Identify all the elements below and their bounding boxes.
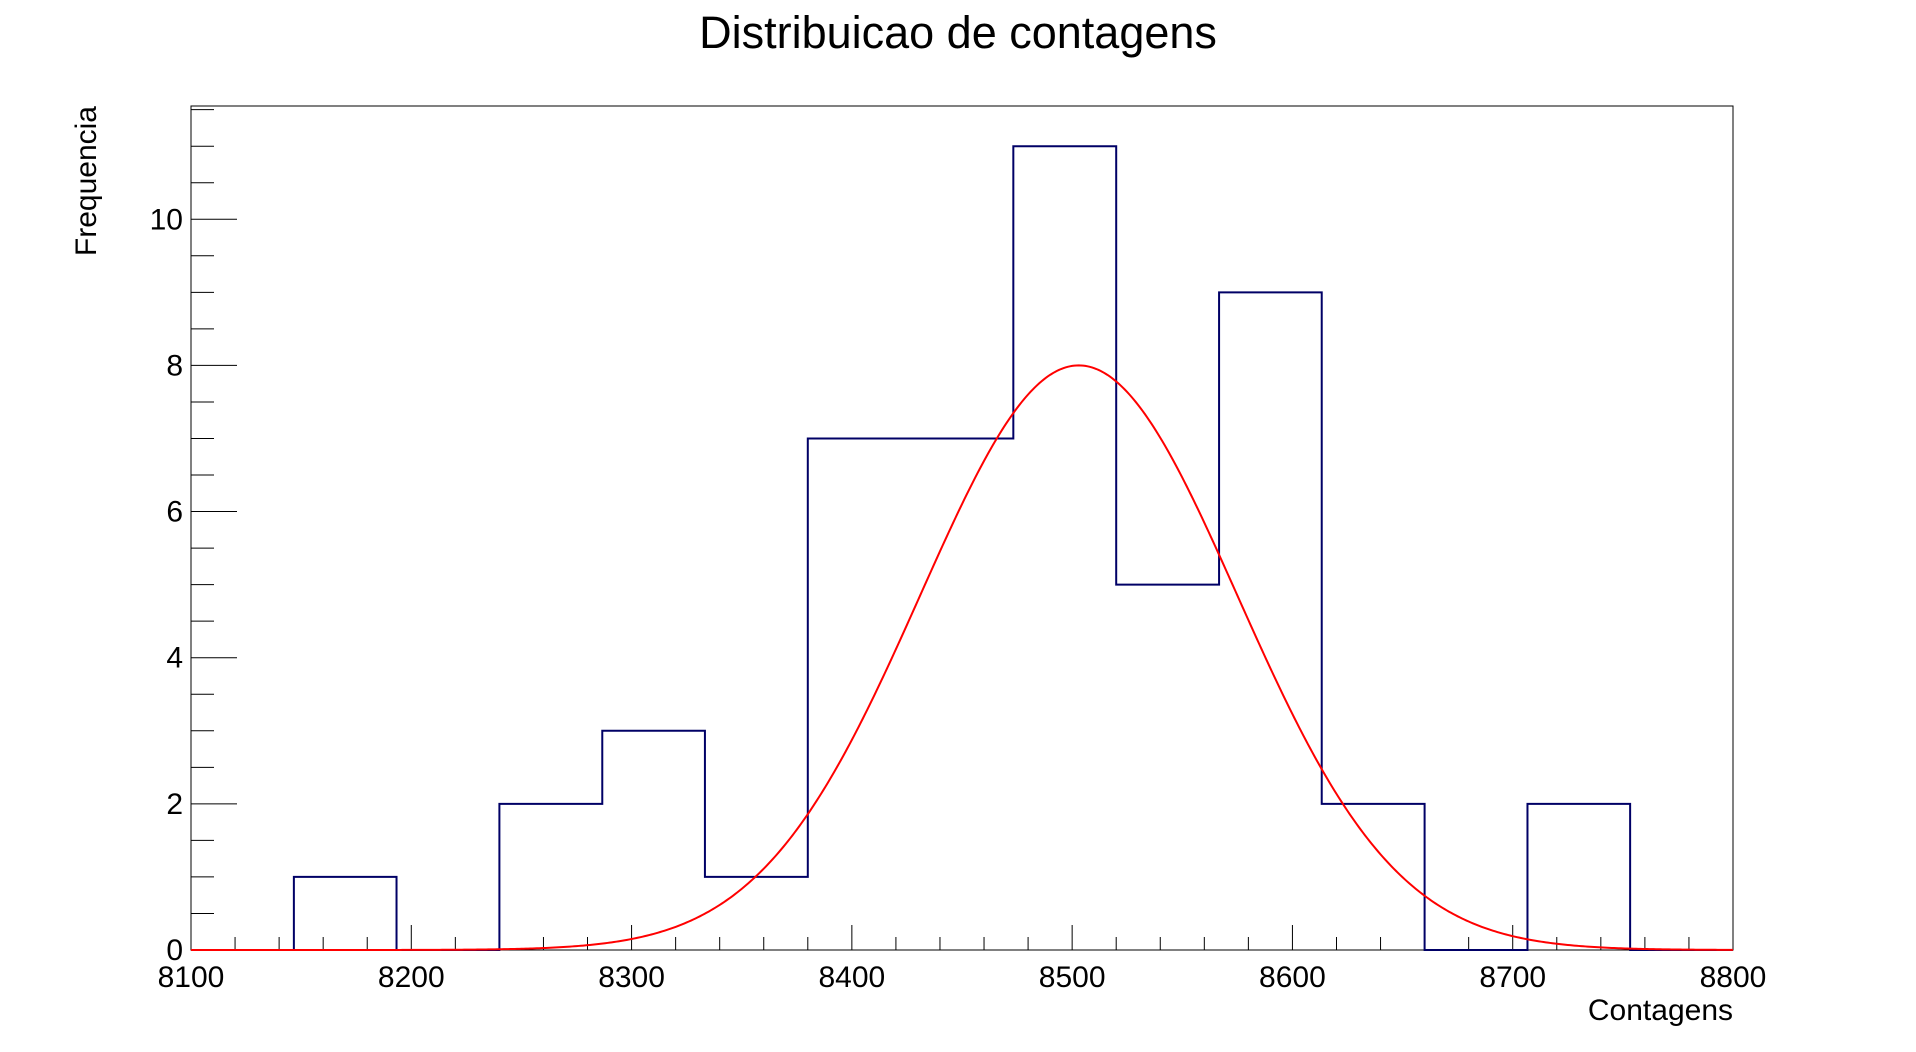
x-axis-tick-labels: 8100 8200 8300 8400 8500 8600 8700 8800 [158, 961, 1767, 994]
y-tick-label: 4 [166, 642, 183, 675]
plot-frame [190, 105, 1734, 951]
x-tick-label: 8100 [158, 961, 225, 994]
y-tick-label: 10 [150, 203, 183, 236]
y-axis-title: Frequencia [70, 106, 103, 256]
y-tick-label: 8 [166, 349, 183, 382]
x-axis-title: Contagens [1588, 994, 1733, 1027]
y-axis-tick-labels: 0 2 4 6 8 10 [150, 203, 183, 967]
gaussian-fit-curve [191, 364, 1733, 951]
x-tick-label: 8200 [378, 961, 445, 994]
chart-title: Distribuicao de contagens [699, 7, 1217, 58]
y-tick-label: 0 [166, 934, 183, 967]
y-tick-label: 6 [166, 496, 183, 529]
x-tick-label: 8800 [1700, 961, 1767, 994]
y-tick-label: 2 [166, 788, 183, 821]
x-tick-label: 8400 [818, 961, 885, 994]
histogram-outline [191, 145, 1733, 951]
x-tick-label: 8500 [1039, 961, 1106, 994]
x-tick-label: 8700 [1479, 961, 1546, 994]
x-axis-ticks [190, 925, 1734, 950]
x-tick-label: 8600 [1259, 961, 1326, 994]
x-tick-label: 8300 [598, 961, 665, 994]
y-axis-ticks [191, 109, 237, 951]
